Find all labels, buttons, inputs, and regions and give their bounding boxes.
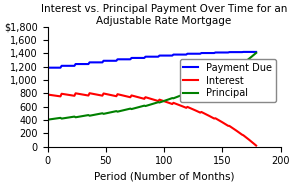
Line: Principal: Principal: [48, 53, 256, 120]
Payment Due: [254, 51, 258, 53]
Interest: [254, 145, 258, 147]
Principal: [89, 114, 93, 117]
Interest: [232, 128, 236, 130]
Legend: Payment Due, Interest, Principal: Payment Due, Interest, Principal: [180, 59, 276, 102]
Principal: [125, 108, 128, 111]
Payment Due: [250, 51, 253, 53]
Principal: [231, 69, 235, 72]
Principal: [247, 58, 251, 60]
Payment Due: [232, 51, 236, 53]
Payment Due: [46, 67, 49, 69]
Title: Interest vs. Principal Payment Over Time for an
Adjustable Rate Mortgage: Interest vs. Principal Payment Over Time…: [41, 4, 287, 26]
Interest: [49, 94, 53, 96]
Payment Due: [242, 51, 245, 53]
X-axis label: Period (Number of Months): Period (Number of Months): [94, 172, 234, 182]
Payment Due: [126, 58, 130, 60]
Principal: [254, 52, 258, 54]
Principal: [70, 116, 74, 118]
Interest: [88, 92, 91, 94]
Interest: [126, 96, 130, 98]
Interest: [248, 140, 252, 142]
Payment Due: [49, 67, 53, 69]
Line: Interest: Interest: [48, 93, 256, 146]
Payment Due: [56, 67, 60, 69]
Payment Due: [71, 65, 75, 67]
Principal: [46, 118, 49, 121]
Interest: [70, 94, 74, 97]
Line: Payment Due: Payment Due: [48, 52, 256, 68]
Interest: [90, 92, 94, 95]
Interest: [46, 93, 49, 96]
Principal: [49, 118, 53, 120]
Payment Due: [90, 61, 94, 63]
